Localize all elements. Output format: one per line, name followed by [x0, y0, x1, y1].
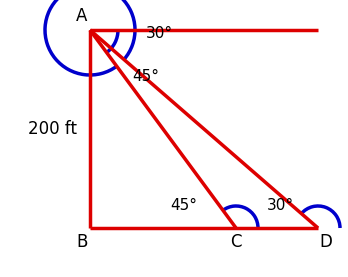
Text: C: C: [230, 233, 242, 251]
Text: D: D: [319, 233, 332, 251]
Text: 45°: 45°: [171, 199, 198, 214]
Text: 45°: 45°: [132, 69, 159, 84]
Text: A: A: [76, 7, 88, 25]
Text: 30°: 30°: [267, 199, 294, 214]
Text: 30°: 30°: [145, 26, 173, 41]
Text: 200 ft: 200 ft: [27, 120, 77, 138]
Text: B: B: [76, 233, 88, 251]
